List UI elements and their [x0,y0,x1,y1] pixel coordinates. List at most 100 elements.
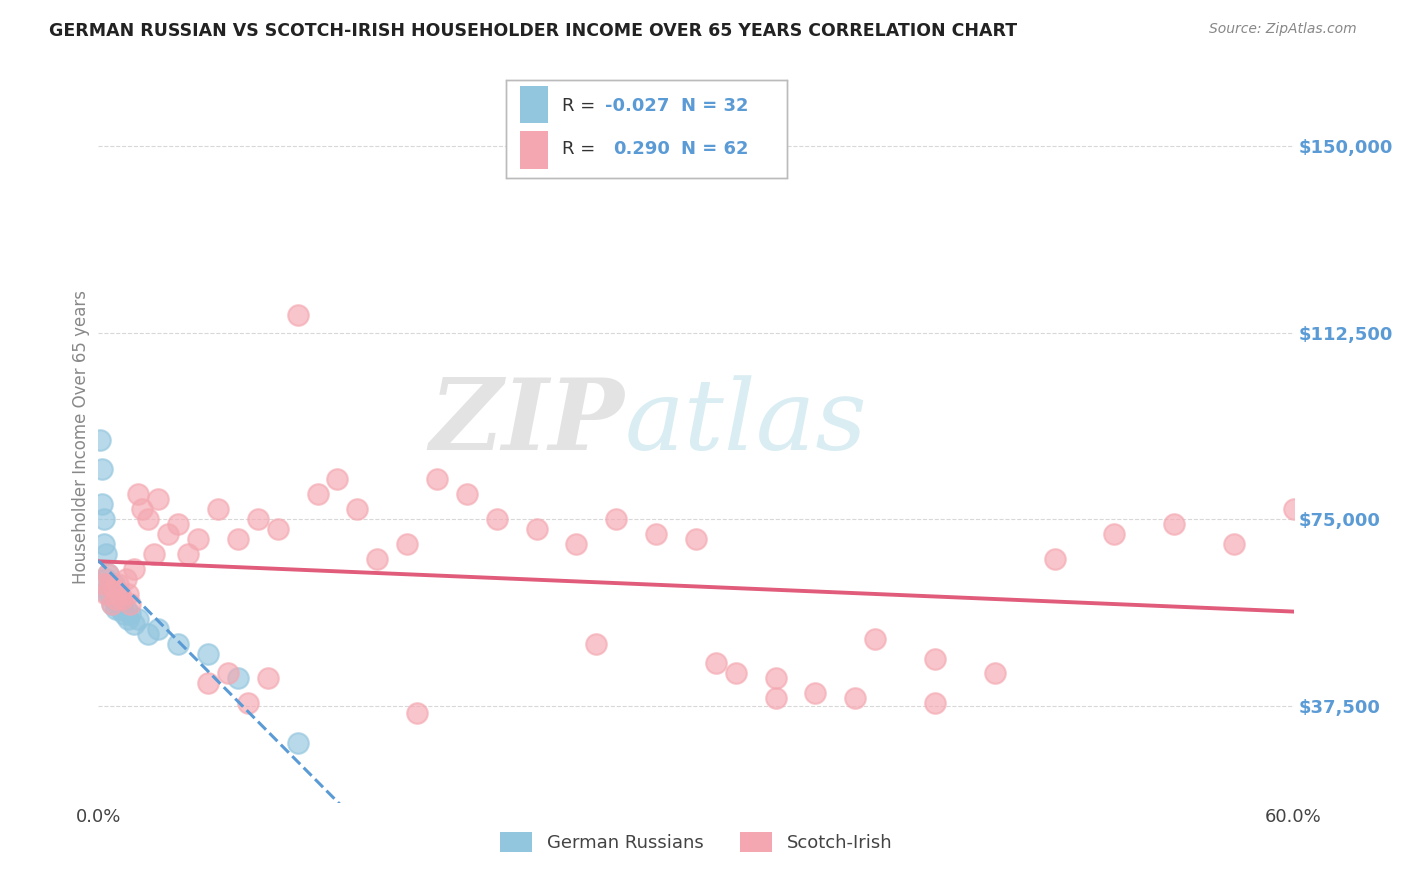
Point [97,566,120,581]
Text: -0.027: -0.027 [605,97,669,115]
Point [865,632,887,646]
Point [167,636,190,650]
Point [110,587,132,601]
Point [246,512,269,526]
Bar [520,87,548,123]
Point [1282,502,1305,516]
Point [1223,537,1246,551]
Point [98,577,122,591]
Point [103,577,125,591]
Point [765,691,787,706]
Point [217,666,239,681]
Point [307,487,329,501]
Point [226,672,249,686]
Point [98,577,122,591]
Point [112,607,135,621]
Point [526,522,548,536]
Point [96,587,118,601]
Point [117,587,139,601]
Point [685,532,707,546]
Point [1043,552,1066,566]
Point [120,597,142,611]
Point [115,572,138,586]
Point [103,582,125,596]
Point [124,562,146,576]
Point [115,601,138,615]
Point [226,532,249,546]
Point [91,497,114,511]
Point [91,462,114,476]
Point [107,577,129,591]
Point [127,487,149,501]
Point [103,591,125,606]
Point [97,587,120,601]
Point [1104,527,1126,541]
Point [256,672,278,686]
Point [177,547,200,561]
Point [326,472,349,486]
Point [96,572,118,586]
Point [984,666,1007,681]
Point [1163,517,1185,532]
Point [105,601,128,615]
Point [157,527,180,541]
Point [605,512,627,526]
Point [456,487,478,501]
Point [105,591,128,606]
Point [120,607,142,621]
Point [124,616,146,631]
Point [101,582,124,596]
Point [93,512,115,526]
Point [89,433,111,447]
Text: N = 32: N = 32 [681,97,748,115]
Point [765,672,787,686]
Point [117,612,139,626]
Point [131,502,153,516]
Point [426,472,449,486]
Point [565,537,588,551]
Point [167,517,190,532]
Point [110,601,132,615]
Point [136,512,159,526]
Point [197,676,219,690]
Text: R =: R = [562,97,602,115]
Point [724,666,747,681]
Text: N = 62: N = 62 [681,140,748,158]
Point [148,622,170,636]
Point [485,512,508,526]
Text: ZIP: ZIP [429,375,624,471]
Point [136,626,159,640]
Point [704,657,727,671]
Point [96,547,118,561]
Point [287,308,309,322]
Y-axis label: Householder Income Over 65 years: Householder Income Over 65 years [72,290,90,584]
Point [127,612,149,626]
Legend: German Russians, Scotch-Irish: German Russians, Scotch-Irish [492,824,900,860]
Point [187,532,209,546]
Point [148,492,170,507]
Point [236,696,259,710]
Point [346,502,368,516]
Point [93,537,115,551]
Text: 0.290: 0.290 [613,140,669,158]
Point [101,597,124,611]
Point [287,736,309,750]
Point [93,577,115,591]
Text: atlas: atlas [624,375,868,470]
Bar [520,131,548,169]
Text: R =: R = [562,140,607,158]
Point [98,587,122,601]
Text: GERMAN RUSSIAN VS SCOTCH-IRISH HOUSEHOLDER INCOME OVER 65 YEARS CORRELATION CHAR: GERMAN RUSSIAN VS SCOTCH-IRISH HOUSEHOLD… [49,22,1018,40]
Point [143,547,166,561]
Point [585,636,607,650]
Point [97,566,120,581]
Point [105,587,128,601]
Point [111,591,134,606]
Point [924,696,946,710]
Point [107,591,129,606]
Point [396,537,419,551]
Point [924,651,946,665]
Point [366,552,388,566]
Point [207,502,229,516]
Point [101,597,124,611]
